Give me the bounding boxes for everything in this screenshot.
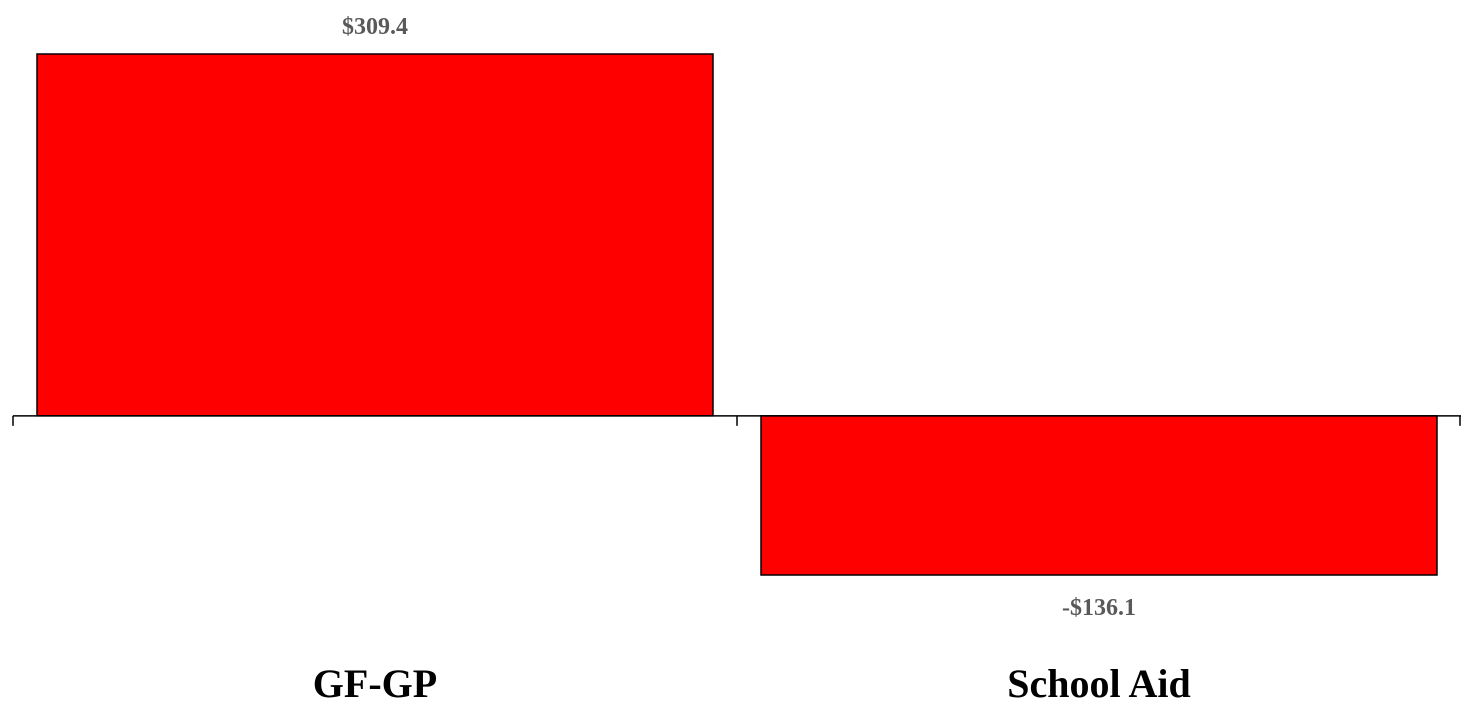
- category-labels-group: GF-GP School Aid: [313, 661, 1191, 706]
- bars-group: [36, 53, 1438, 576]
- x-axis: [12, 415, 1461, 426]
- category-label: GF-GP: [313, 661, 437, 706]
- category-label: School Aid: [1007, 661, 1190, 706]
- value-labels-group: $309.4 -$136.1: [342, 14, 1136, 621]
- bar-school-aid: [760, 415, 1438, 576]
- value-label: $309.4: [342, 14, 408, 40]
- value-label: -$136.1: [1062, 595, 1136, 621]
- bar-gf-gp: [36, 53, 714, 417]
